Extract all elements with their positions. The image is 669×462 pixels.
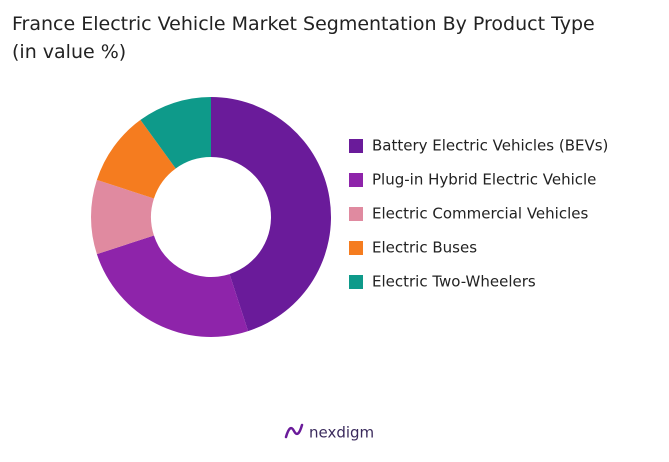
donut-segment xyxy=(96,119,176,199)
legend-label: Plug-in Hybrid Electric Vehicle xyxy=(372,171,596,189)
donut-segment xyxy=(140,97,211,169)
legend-label: Electric Two-Wheelers xyxy=(372,273,536,291)
legend-label: Electric Buses xyxy=(372,239,477,257)
legend-label: Electric Commercial Vehicles xyxy=(372,205,588,223)
legend-swatch xyxy=(349,207,363,221)
brand-icon xyxy=(284,423,304,439)
donut-segment xyxy=(211,97,331,332)
legend-swatch xyxy=(349,241,363,255)
legend-swatch xyxy=(349,275,363,289)
legend-swatch xyxy=(349,139,363,153)
donut-segment xyxy=(90,179,154,255)
legend-swatch xyxy=(349,173,363,187)
legend-label: Battery Electric Vehicles (BEVs) xyxy=(372,137,608,155)
donut-segment xyxy=(96,235,249,337)
brand: nexdigm xyxy=(309,424,374,442)
chart-title: France Electric Vehicle Market Segmentat… xyxy=(12,13,595,63)
